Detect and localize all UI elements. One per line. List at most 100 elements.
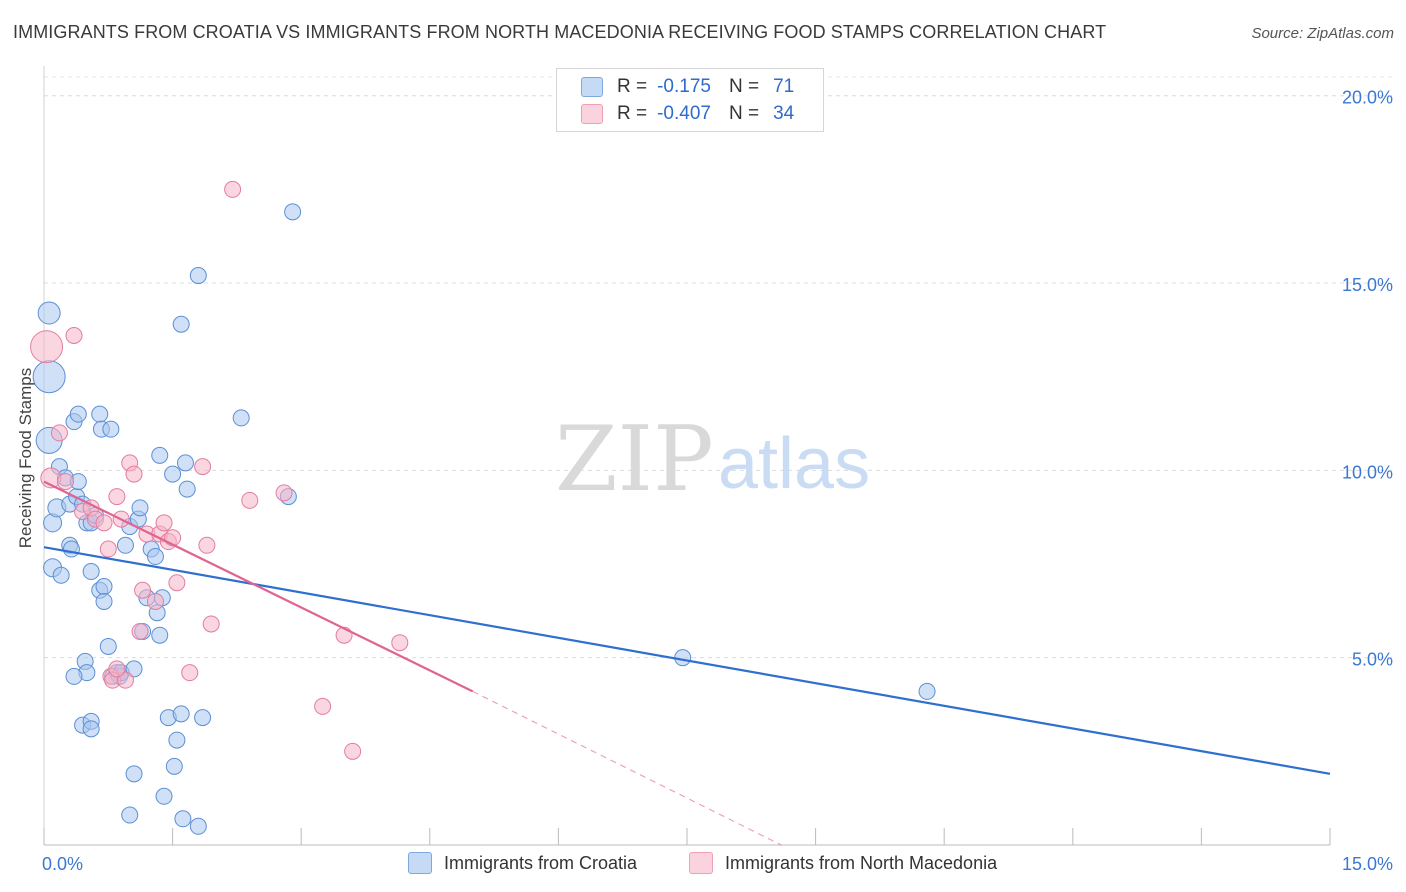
point-croatia (174, 810, 192, 828)
legend-n-value: 34 (773, 103, 795, 124)
point-croatia (102, 420, 120, 438)
point-north-macedonia (391, 634, 409, 652)
point-croatia (918, 682, 936, 700)
point-croatia (232, 409, 250, 427)
legend-r-value: -0.407 (657, 103, 711, 124)
point-north-macedonia (108, 660, 126, 678)
point-croatia (65, 667, 83, 685)
point-croatia (168, 731, 186, 749)
legend-item-croatia: Immigrants from Croatia (408, 852, 637, 874)
point-croatia (99, 637, 117, 655)
point-croatia (284, 203, 302, 221)
point-north-macedonia (56, 473, 74, 491)
point-north-macedonia (131, 622, 149, 640)
point-north-macedonia (314, 697, 332, 715)
point-north-macedonia (241, 491, 259, 509)
point-north-macedonia (116, 671, 134, 689)
point-croatia (155, 787, 173, 805)
watermark: ZIP atlas (555, 407, 870, 512)
point-croatia (121, 806, 139, 824)
chart-title: IMMIGRANTS FROM CROATIA VS IMMIGRANTS FR… (13, 22, 1107, 42)
trend-line-croatia (43, 546, 1331, 775)
legend-n-label: N = (728, 103, 760, 124)
point-north-macedonia (275, 484, 293, 502)
legend-row-croatia: R = -0.175 N = 71 (581, 76, 794, 98)
point-croatia (37, 301, 61, 325)
point-croatia (131, 499, 149, 517)
point-croatia (176, 454, 194, 472)
watermark-atlas: atlas (718, 424, 870, 504)
point-north-macedonia (125, 465, 143, 483)
point-north-macedonia (134, 581, 152, 599)
point-north-macedonia (30, 330, 64, 364)
trend-lines (43, 480, 1331, 846)
point-croatia (82, 563, 100, 581)
point-croatia (194, 709, 212, 727)
legend-n-value: 71 (773, 76, 795, 97)
tick-labels: 5.0% 10.0% 15.0% 20.0% 0.0% 15.0% (42, 88, 1393, 874)
point-croatia (69, 405, 87, 423)
point-north-macedonia (224, 180, 242, 198)
point-croatia (151, 626, 169, 644)
point-croatia (125, 660, 143, 678)
point-croatia (189, 817, 207, 835)
point-north-macedonia (168, 574, 186, 592)
correlation-legend: R = -0.175 N = 71 R = -0.407 N = 34 (556, 68, 824, 132)
point-croatia (172, 315, 190, 333)
point-croatia (82, 720, 100, 738)
point-north-macedonia (65, 326, 83, 344)
point-north-macedonia (155, 514, 173, 532)
legend-r-label: R = (617, 103, 648, 124)
point-north-macedonia (95, 514, 113, 532)
point-north-macedonia (99, 540, 117, 558)
point-north-macedonia (198, 536, 216, 554)
point-north-macedonia (50, 424, 68, 442)
y-tick-label: 5.0% (1352, 650, 1393, 670)
y-tick-label: 20.0% (1342, 88, 1393, 108)
point-croatia (52, 566, 70, 584)
legend-n-label: N = (728, 76, 760, 97)
gridlines (44, 76, 1395, 659)
point-croatia (164, 465, 182, 483)
legend-item-north-macedonia: Immigrants from North Macedonia (689, 852, 997, 874)
y-axis-label: Receiving Food Stamps (16, 367, 35, 549)
point-croatia (95, 592, 113, 610)
point-croatia (32, 360, 66, 394)
legend-label-north-macedonia: Immigrants from North Macedonia (725, 852, 998, 873)
point-croatia (189, 267, 207, 285)
legend-row-north-macedonia: R = -0.407 N = 34 (581, 103, 794, 125)
trend-line-north-macedonia (43, 480, 474, 693)
axes (43, 66, 1331, 846)
y-tick-label: 10.0% (1342, 462, 1393, 482)
series-legend: Immigrants from Croatia Immigrants from … (0, 852, 1406, 878)
legend-r-label: R = (617, 76, 648, 97)
point-north-macedonia (146, 592, 164, 610)
legend-swatch-croatia (408, 852, 432, 874)
data-points (30, 180, 936, 835)
point-croatia (172, 705, 190, 723)
legend-r-value: -0.175 (657, 76, 711, 97)
point-croatia (62, 540, 80, 558)
legend-swatch-croatia (581, 77, 603, 97)
point-croatia (146, 548, 164, 566)
point-north-macedonia (344, 742, 362, 760)
legend-label-croatia: Immigrants from Croatia (444, 852, 638, 873)
point-north-macedonia (181, 664, 199, 682)
point-north-macedonia (108, 488, 126, 506)
point-north-macedonia (194, 458, 212, 476)
y-tick-label: 15.0% (1342, 275, 1393, 295)
source-label: Source: ZipAtlas.com (1251, 25, 1394, 42)
point-croatia (165, 757, 183, 775)
point-croatia (95, 578, 113, 596)
x-tick-label: 0.0% (42, 854, 83, 874)
point-croatia (125, 765, 143, 783)
point-croatia (116, 536, 134, 554)
watermark-zip: ZIP (555, 407, 714, 512)
legend-swatch-north-macedonia (581, 104, 603, 124)
point-croatia (178, 480, 196, 498)
legend-swatch-north-macedonia (689, 852, 713, 874)
trend-line-north-macedonia-extrapolated (472, 690, 782, 846)
point-north-macedonia (202, 615, 220, 633)
point-croatia (91, 405, 109, 423)
